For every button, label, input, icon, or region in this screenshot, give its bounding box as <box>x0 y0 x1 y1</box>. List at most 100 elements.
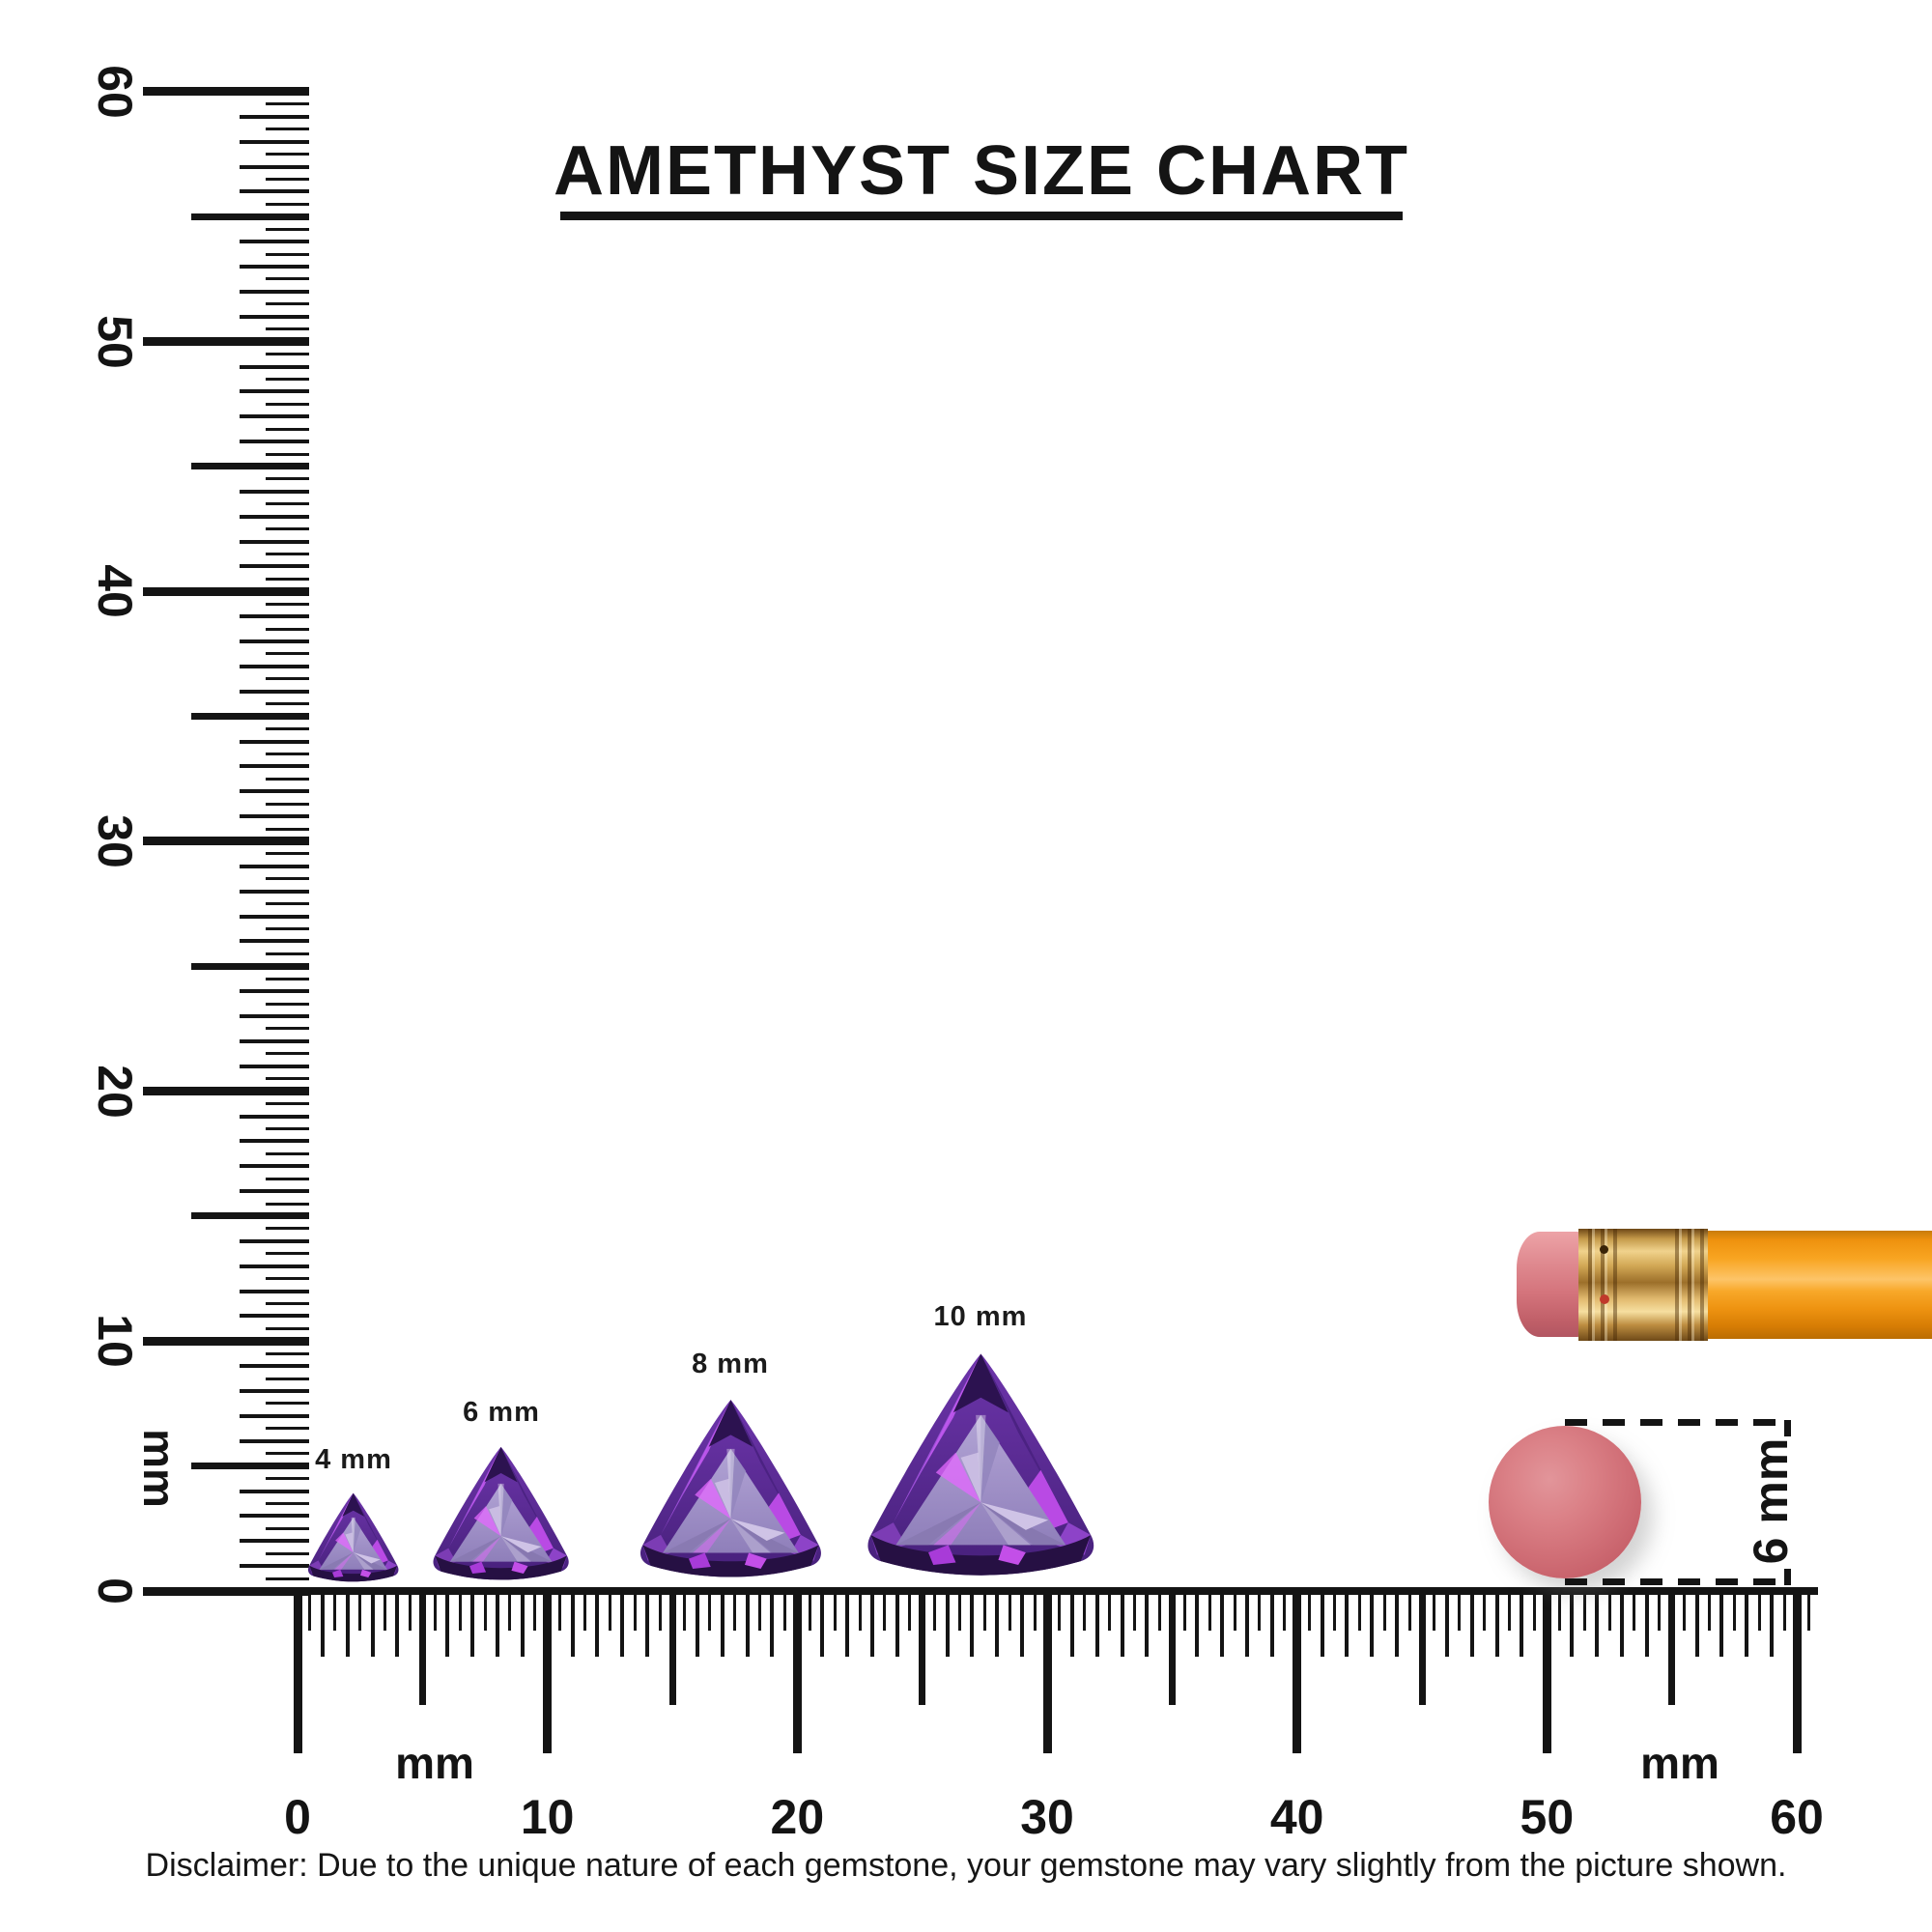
hruler-tick <box>845 1587 850 1657</box>
hruler-tick <box>945 1587 950 1657</box>
vruler-tick <box>240 1264 309 1268</box>
vruler-tick <box>240 1364 309 1369</box>
vruler-tick <box>266 602 309 606</box>
hruler-tick <box>1345 1587 1350 1657</box>
hruler-tick <box>1683 1587 1687 1631</box>
hruler-tick <box>1293 1587 1302 1753</box>
hruler-tick <box>1782 1587 1786 1631</box>
hruler-tick <box>1020 1587 1025 1657</box>
vruler-tick <box>240 1189 309 1194</box>
vruler-tick <box>143 1336 309 1346</box>
hruler-tick <box>833 1587 837 1631</box>
vruler-tick <box>240 689 309 694</box>
gem-size-label: 8 mm <box>692 1349 769 1380</box>
vruler-tick <box>240 889 309 894</box>
vruler-tick <box>266 502 309 506</box>
vruler-tick <box>266 1302 309 1306</box>
vruler-tick <box>266 252 309 256</box>
hruler-tick <box>533 1587 537 1631</box>
hruler-tick <box>1792 1587 1802 1753</box>
hruler-tick <box>1582 1587 1586 1631</box>
vruler-tick <box>266 227 309 231</box>
hruler-tick <box>508 1587 512 1631</box>
vruler-tick <box>266 353 309 356</box>
vruler-tick <box>266 1177 309 1180</box>
vruler-tick <box>240 1564 309 1569</box>
vruler-tick <box>143 337 309 347</box>
hruler-tick <box>770 1587 775 1657</box>
hruler-tick <box>483 1587 487 1631</box>
vruler-tick <box>266 1326 309 1330</box>
hruler-tick <box>1108 1587 1112 1631</box>
vruler-tick <box>240 939 309 944</box>
vruler-label-50: 50 <box>88 314 142 369</box>
vruler-label-40: 40 <box>88 564 142 619</box>
vruler-tick <box>266 652 309 656</box>
hruler-tick <box>1595 1587 1600 1657</box>
hruler-label-50: 50 <box>1520 1790 1575 1844</box>
vruler-tick <box>266 128 309 131</box>
hruler-tick <box>408 1587 412 1631</box>
hruler-tick <box>1494 1587 1499 1657</box>
gem-10mm <box>856 1348 1106 1585</box>
vruler-tick <box>240 440 309 444</box>
vruler-tick <box>240 739 309 744</box>
vruler-tick <box>240 1514 309 1519</box>
vruler-tick <box>240 564 309 569</box>
vruler-tick <box>240 164 309 169</box>
vruler-tick <box>266 1202 309 1206</box>
vruler-tick <box>266 402 309 406</box>
vruler-tick <box>266 1027 309 1031</box>
gem-size-label: 10 mm <box>933 1301 1028 1333</box>
hruler-tick <box>358 1587 362 1631</box>
vruler-label-60: 60 <box>88 65 142 119</box>
vruler-tick <box>266 802 309 806</box>
hruler-tick <box>395 1587 400 1657</box>
hruler-tick <box>1508 1587 1512 1631</box>
vruler-tick <box>240 265 309 270</box>
vruler-tick <box>240 514 309 519</box>
hruler-tick <box>1520 1587 1524 1657</box>
ferrule-crimp-right <box>1675 1229 1704 1341</box>
hruler-tick <box>658 1587 662 1631</box>
hruler-tick <box>620 1587 625 1657</box>
hruler-tick <box>995 1587 1000 1657</box>
hruler-label-20: 20 <box>770 1790 825 1844</box>
hruler-tick <box>1145 1587 1150 1657</box>
hruler-tick <box>758 1587 762 1631</box>
hruler-tick <box>1320 1587 1324 1657</box>
hruler-tick <box>1570 1587 1575 1657</box>
vruler-tick <box>266 1277 309 1281</box>
hruler-tick <box>1542 1587 1551 1753</box>
vruler-tick <box>266 527 309 531</box>
hruler-tick <box>1233 1587 1236 1631</box>
horizontal-ruler-unit-label-right: mm <box>1640 1738 1719 1788</box>
hruler-tick <box>558 1587 562 1631</box>
hruler-tick <box>1033 1587 1037 1631</box>
hruler-tick <box>1458 1587 1462 1631</box>
vruler-tick <box>240 1164 309 1169</box>
vruler-tick <box>266 302 309 306</box>
hruler-tick <box>384 1587 387 1631</box>
gem-size-label: 6 mm <box>463 1396 540 1428</box>
vruler-tick <box>240 1413 309 1418</box>
vruler-tick <box>240 414 309 419</box>
vruler-tick <box>240 614 309 619</box>
vruler-label-20: 20 <box>88 1064 142 1119</box>
hruler-tick <box>1407 1587 1411 1631</box>
vruler-tick <box>266 952 309 955</box>
hruler-tick <box>320 1587 325 1657</box>
hruler-tick <box>970 1587 975 1657</box>
hruler-label-60: 60 <box>1770 1790 1824 1844</box>
hruler-tick <box>1770 1587 1775 1657</box>
hruler-tick <box>595 1587 600 1657</box>
hruler-label-0: 0 <box>284 1790 311 1844</box>
vruler-tick <box>266 777 309 781</box>
page-title: AMETHYST SIZE CHART <box>553 132 1410 210</box>
vruler-tick <box>266 1377 309 1380</box>
vruler-tick <box>266 1151 309 1155</box>
vruler-tick <box>240 1314 309 1319</box>
vruler-tick <box>143 1087 309 1096</box>
vruler-tick <box>266 1402 309 1406</box>
